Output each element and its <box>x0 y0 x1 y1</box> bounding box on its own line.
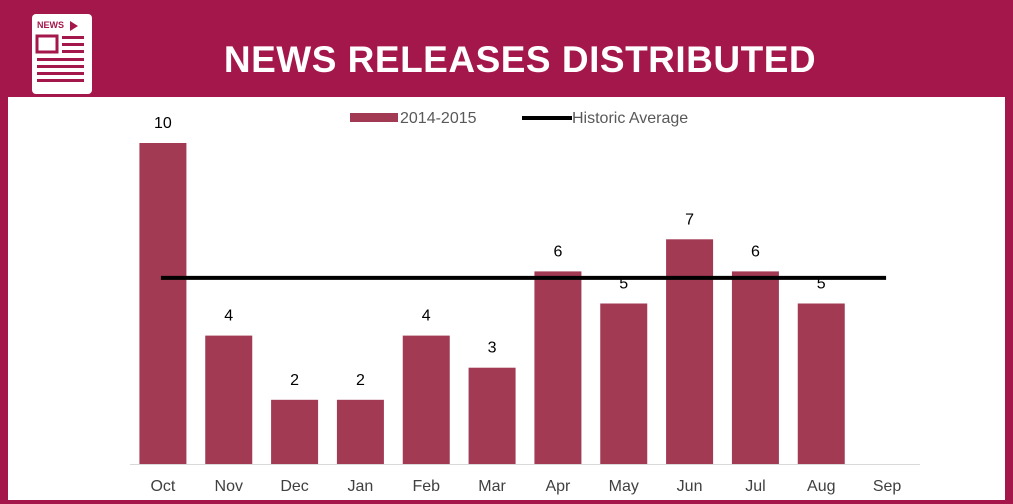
data-label: 2 <box>290 372 299 389</box>
bar <box>336 399 384 464</box>
x-tick-label: May <box>609 478 639 495</box>
news-icon-label: NEWS <box>37 20 64 30</box>
x-tick-label: Jun <box>677 478 703 495</box>
x-tick-label: Aug <box>807 478 835 495</box>
x-tick-label: Nov <box>215 478 243 495</box>
data-labels: 10 4 2 2 4 3 6 5 7 6 5 <box>154 115 826 389</box>
data-label: 4 <box>224 308 233 325</box>
x-tick-label: Feb <box>412 478 440 495</box>
data-label: 3 <box>488 340 497 357</box>
legend-swatch-bar <box>350 113 398 122</box>
data-label: 5 <box>817 276 826 293</box>
bar <box>731 271 779 464</box>
bar <box>666 239 714 464</box>
x-tick-label: Apr <box>545 478 571 495</box>
bar <box>534 271 582 464</box>
legend-label-bar: 2014-2015 <box>400 110 477 127</box>
bars <box>139 143 845 464</box>
data-label: 6 <box>553 243 562 260</box>
legend-label-line: Historic Average <box>572 110 688 127</box>
x-tick-label: Jan <box>348 478 374 495</box>
bar <box>205 335 253 464</box>
data-label: 7 <box>685 211 694 228</box>
news-document-icon: NEWS <box>32 14 92 94</box>
x-tick-label: Jul <box>745 478 765 495</box>
x-tick-label: Mar <box>478 478 506 495</box>
data-label: 5 <box>619 276 628 293</box>
x-tick-label: Oct <box>150 478 175 495</box>
data-label: 10 <box>154 115 172 132</box>
x-tick-label: Dec <box>280 478 308 495</box>
bar <box>600 303 648 464</box>
data-label: 4 <box>422 308 431 325</box>
bar <box>139 143 187 464</box>
data-label: 2 <box>356 372 365 389</box>
legend: 2014-2015 Historic Average <box>350 110 688 127</box>
page-title: NEWS RELEASES DISTRIBUTED <box>223 39 817 80</box>
bar <box>271 399 319 464</box>
x-tick-label: Sep <box>873 478 902 495</box>
bar <box>797 303 845 464</box>
data-label: 6 <box>751 243 760 260</box>
x-axis: Oct Nov Dec Jan Feb Mar Apr May Jun Jul Aug Sep <box>130 464 920 495</box>
header: NEWS NEWS RELEASES DISTRIBUTED <box>0 0 1013 97</box>
bar <box>402 335 450 464</box>
bar <box>468 367 516 464</box>
chart-panel: 2014-2015 Historic Average 10 4 2 2 4 3 6 5 7 6 5 … <box>8 97 1005 500</box>
